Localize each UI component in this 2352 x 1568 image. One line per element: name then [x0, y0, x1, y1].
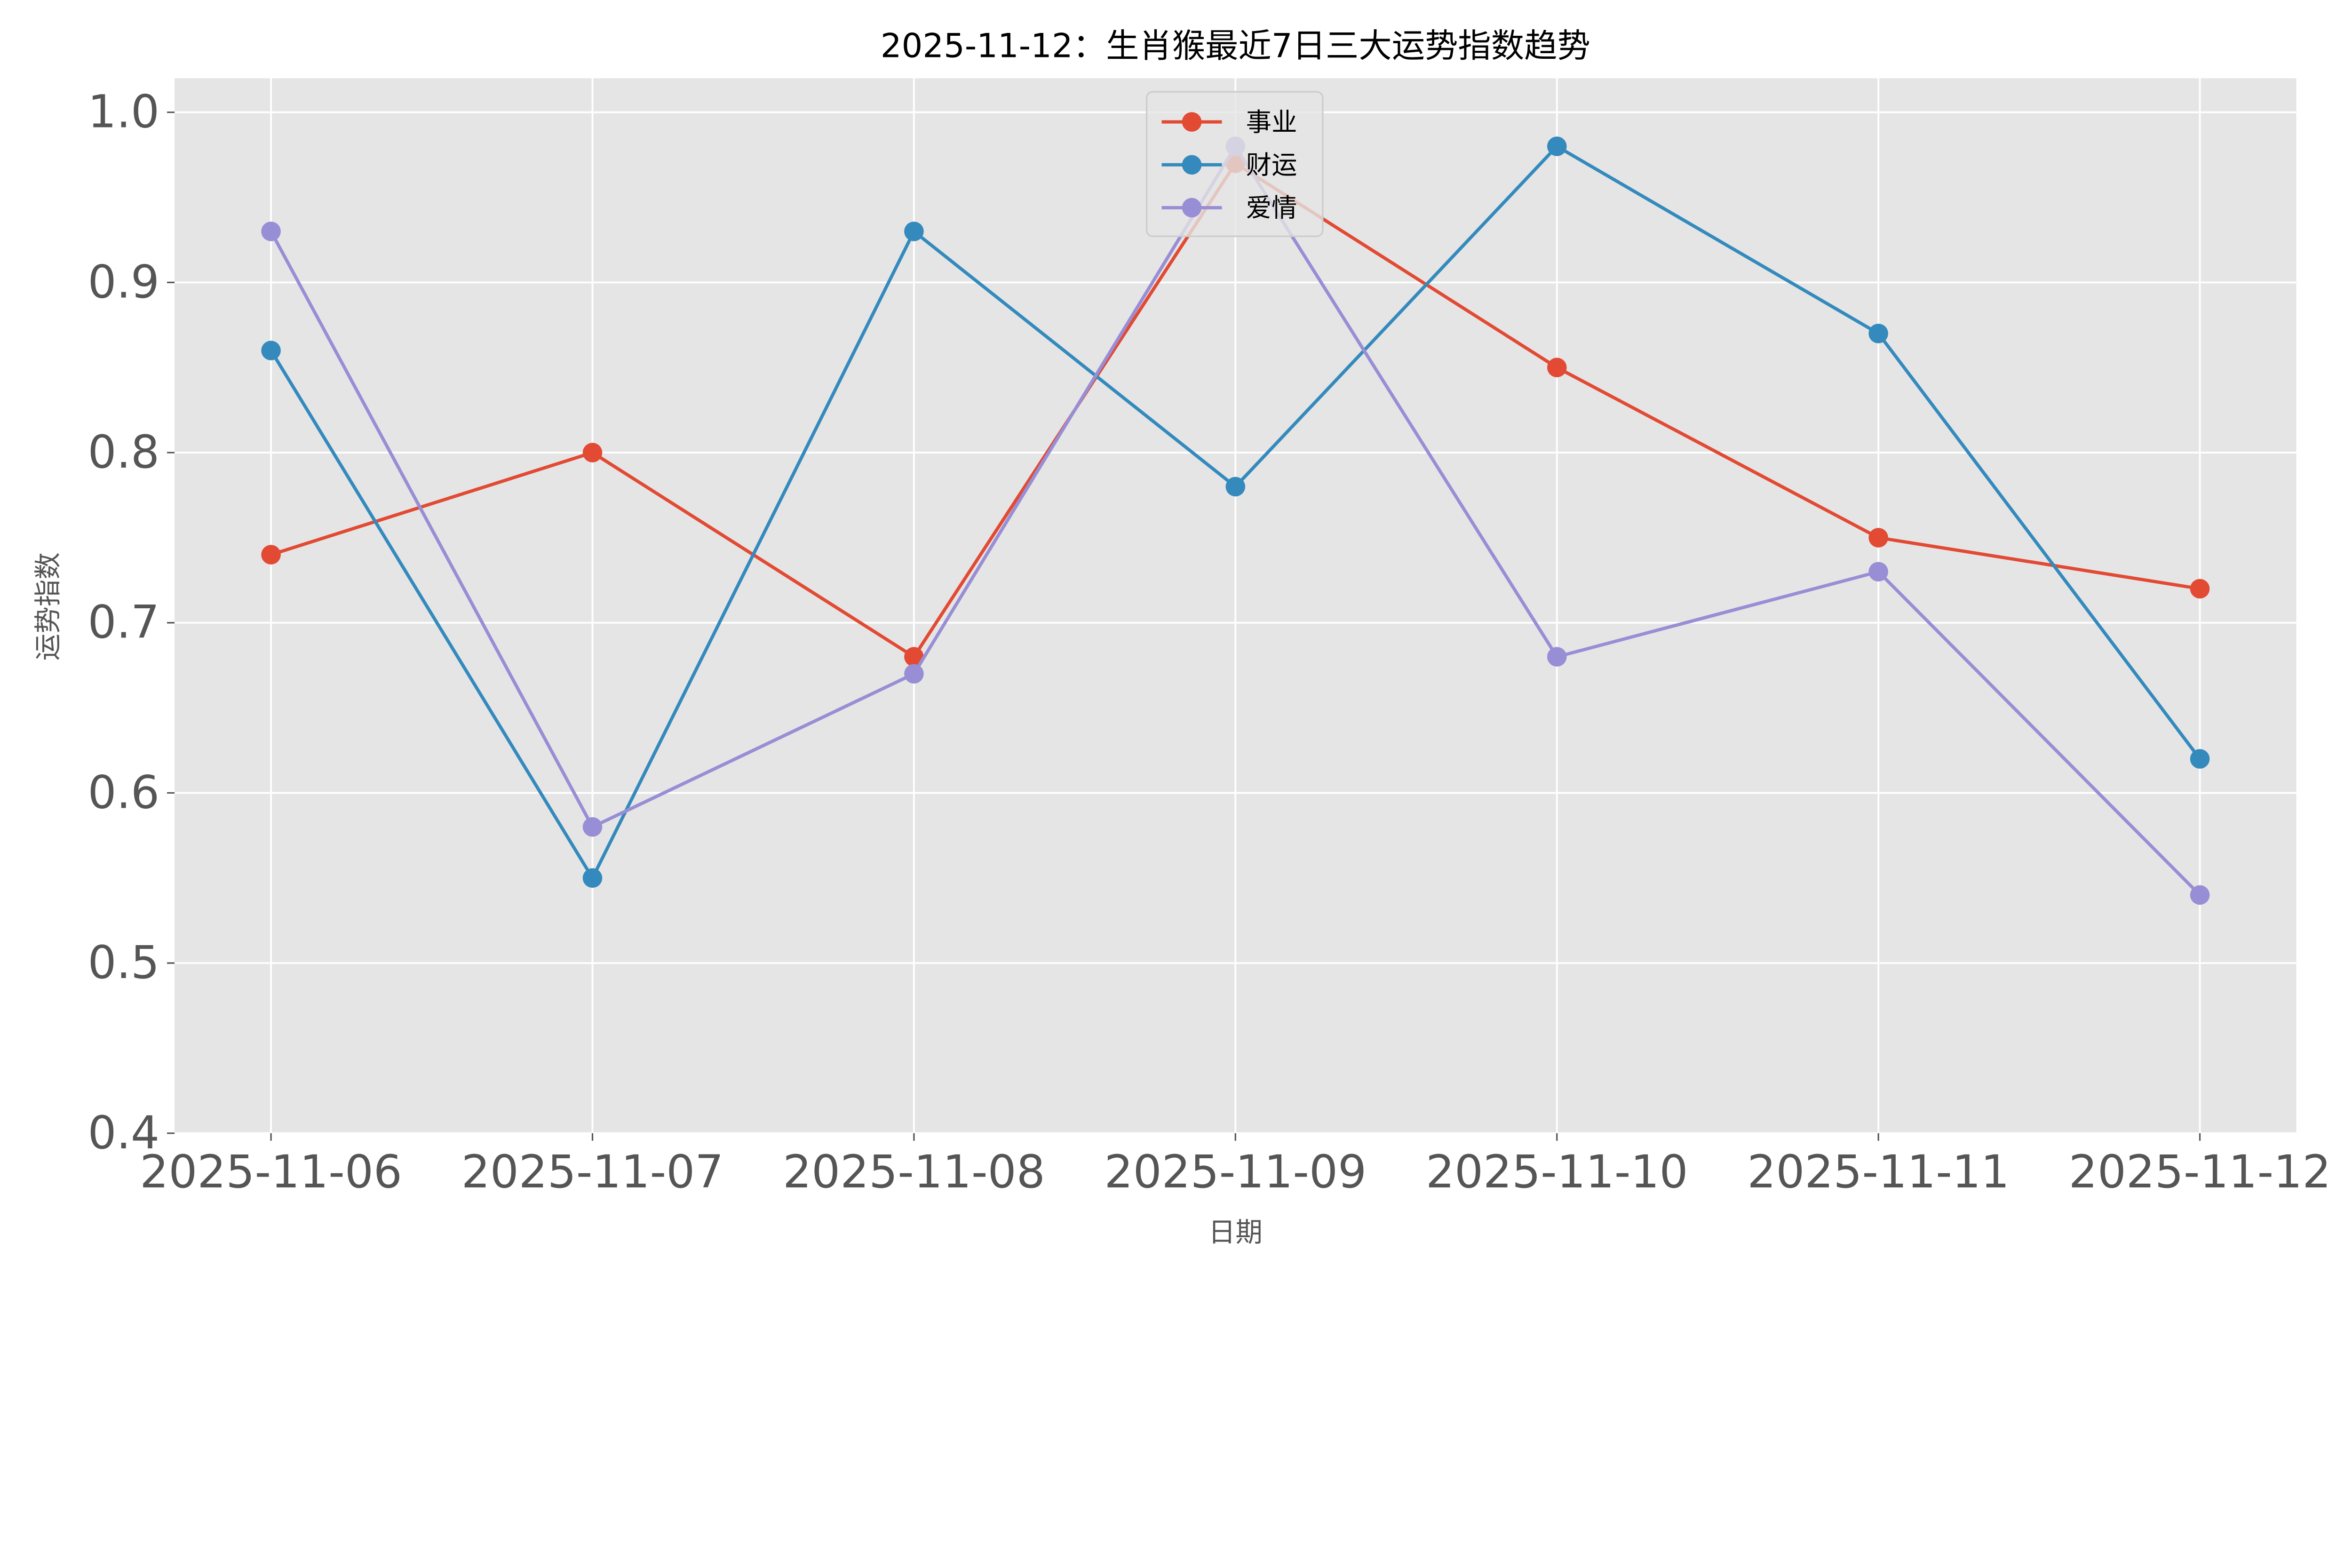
chart-title: 2025-11-12：生肖猴最近7日三大运势指数趋势 — [881, 27, 1590, 65]
legend-label: 财运 — [1246, 150, 1297, 180]
data-point — [261, 222, 281, 241]
grid — [175, 78, 2296, 1134]
data-point — [1547, 647, 1567, 667]
y-tick-label: 0.6 — [87, 766, 159, 819]
x-tick-label: 2025-11-11 — [1747, 1146, 2010, 1198]
data-point — [1868, 324, 1888, 343]
data-point — [1225, 477, 1246, 497]
y-tick-label: 0.5 — [87, 936, 159, 989]
y-ticks: 0.4 0.5 0.6 0.7 0.8 0.9 1.0 — [87, 86, 175, 1159]
legend-marker — [1182, 155, 1202, 175]
data-point — [1868, 528, 1888, 548]
data-point — [582, 817, 603, 837]
y-axis-label: 运势指数 — [32, 552, 64, 661]
x-axis-label: 日期 — [1208, 1217, 1263, 1248]
data-point — [2190, 579, 2210, 599]
data-point — [582, 443, 603, 462]
data-point — [904, 664, 924, 684]
data-point — [1547, 358, 1567, 378]
x-tick-label: 2025-11-10 — [1426, 1146, 1688, 1198]
x-tick-label: 2025-11-07 — [461, 1146, 724, 1198]
legend-marker — [1182, 112, 1202, 132]
y-tick-label: 1.0 — [87, 86, 159, 138]
data-point — [261, 545, 281, 565]
data-point — [261, 341, 281, 360]
x-ticks: 2025-11-06 2025-11-07 2025-11-08 2025-11-09… — [140, 1133, 2331, 1198]
data-point — [2190, 885, 2210, 905]
y-tick-label: 0.4 — [87, 1106, 159, 1159]
data-point — [904, 222, 924, 241]
y-tick-label: 0.8 — [87, 426, 159, 478]
x-tick-label: 2025-11-12 — [2069, 1146, 2331, 1198]
data-point — [904, 647, 924, 667]
legend-label: 爱情 — [1246, 193, 1297, 223]
data-point — [1547, 136, 1567, 156]
y-tick-label: 0.9 — [87, 255, 159, 308]
legend-label: 事业 — [1246, 107, 1297, 137]
data-point — [582, 868, 603, 888]
legend-marker — [1182, 198, 1202, 218]
line-chart: 2025-11-12：生肖猴最近7日三大运势指数趋势 0.40.50.60.70… — [32, 27, 2331, 1249]
series-1 — [261, 136, 2210, 888]
data-point — [1868, 562, 1888, 582]
x-tick-label: 2025-11-09 — [1104, 1146, 1367, 1198]
x-tick-label: 2025-11-06 — [140, 1146, 402, 1198]
data-point — [2190, 749, 2210, 769]
y-tick-label: 0.7 — [87, 596, 159, 649]
x-tick-label: 2025-11-08 — [783, 1146, 1045, 1198]
